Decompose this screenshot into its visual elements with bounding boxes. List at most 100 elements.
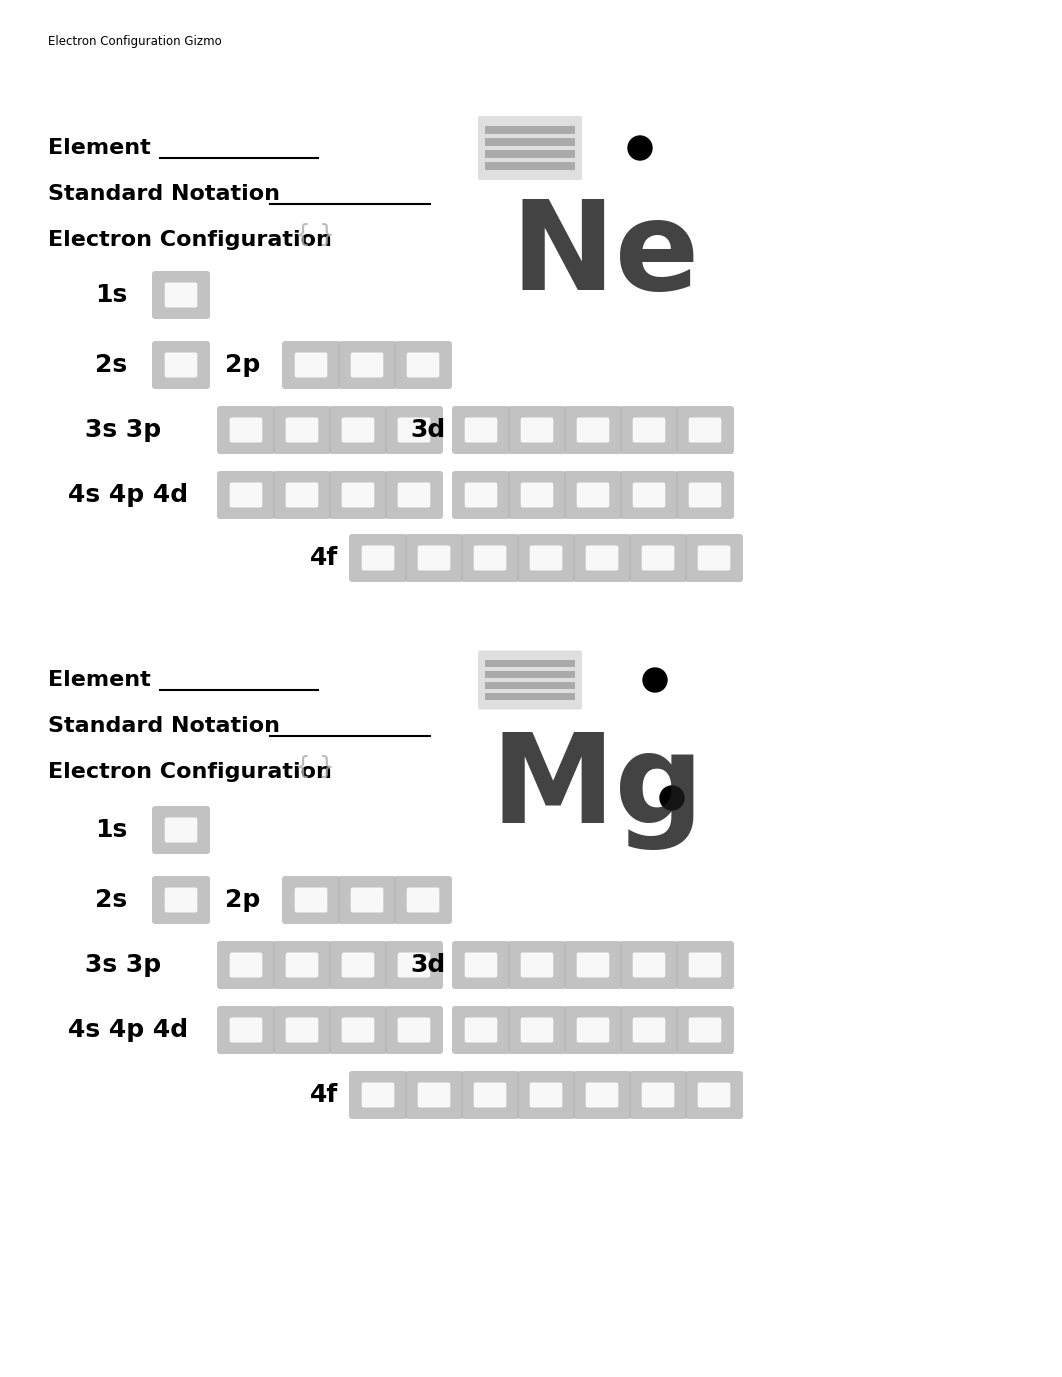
- FancyBboxPatch shape: [688, 953, 721, 978]
- FancyBboxPatch shape: [465, 417, 497, 442]
- FancyBboxPatch shape: [165, 282, 198, 307]
- FancyBboxPatch shape: [286, 482, 319, 508]
- FancyBboxPatch shape: [397, 953, 430, 978]
- FancyBboxPatch shape: [474, 545, 507, 570]
- FancyBboxPatch shape: [407, 888, 440, 913]
- FancyBboxPatch shape: [620, 940, 678, 989]
- Text: 4f: 4f: [310, 1082, 339, 1107]
- Text: 2s: 2s: [95, 888, 127, 912]
- Text: 4s 4p 4d: 4s 4p 4d: [68, 483, 188, 507]
- FancyBboxPatch shape: [349, 534, 407, 582]
- FancyBboxPatch shape: [362, 1082, 394, 1107]
- FancyBboxPatch shape: [633, 1018, 665, 1042]
- FancyBboxPatch shape: [350, 888, 383, 913]
- FancyBboxPatch shape: [273, 1007, 331, 1053]
- Text: { }: { }: [295, 223, 335, 246]
- FancyBboxPatch shape: [620, 1007, 678, 1053]
- FancyBboxPatch shape: [474, 1082, 507, 1107]
- FancyBboxPatch shape: [329, 940, 387, 989]
- FancyBboxPatch shape: [685, 534, 743, 582]
- Bar: [485, 682, 575, 688]
- FancyBboxPatch shape: [294, 353, 327, 377]
- FancyBboxPatch shape: [586, 1082, 618, 1107]
- FancyBboxPatch shape: [165, 888, 198, 913]
- FancyBboxPatch shape: [629, 534, 687, 582]
- Circle shape: [643, 668, 667, 693]
- Text: Electron Configuration: Electron Configuration: [48, 761, 331, 782]
- FancyBboxPatch shape: [577, 1018, 610, 1042]
- FancyBboxPatch shape: [217, 1007, 275, 1053]
- Text: 3d: 3d: [410, 419, 445, 442]
- FancyBboxPatch shape: [465, 953, 497, 978]
- FancyBboxPatch shape: [405, 534, 463, 582]
- FancyBboxPatch shape: [386, 406, 443, 454]
- Text: Standard Notation: Standard Notation: [48, 185, 280, 204]
- FancyBboxPatch shape: [465, 482, 497, 508]
- FancyBboxPatch shape: [698, 545, 731, 570]
- Bar: [485, 139, 575, 146]
- FancyBboxPatch shape: [564, 1007, 622, 1053]
- FancyBboxPatch shape: [530, 1082, 562, 1107]
- FancyBboxPatch shape: [286, 417, 319, 442]
- FancyBboxPatch shape: [452, 471, 510, 519]
- FancyBboxPatch shape: [478, 116, 582, 180]
- Text: 4s 4p 4d: 4s 4p 4d: [68, 1018, 188, 1042]
- FancyBboxPatch shape: [229, 1018, 262, 1042]
- FancyBboxPatch shape: [573, 1071, 631, 1120]
- FancyBboxPatch shape: [152, 271, 210, 319]
- Text: 3d: 3d: [410, 953, 445, 978]
- FancyBboxPatch shape: [329, 406, 387, 454]
- Bar: [485, 693, 575, 700]
- FancyBboxPatch shape: [282, 341, 340, 388]
- FancyBboxPatch shape: [685, 1071, 743, 1120]
- FancyBboxPatch shape: [152, 876, 210, 924]
- Text: Ne: Ne: [510, 194, 700, 315]
- FancyBboxPatch shape: [417, 545, 450, 570]
- Bar: [485, 127, 575, 134]
- Circle shape: [628, 136, 652, 160]
- FancyBboxPatch shape: [586, 545, 618, 570]
- FancyBboxPatch shape: [577, 953, 610, 978]
- FancyBboxPatch shape: [478, 650, 582, 709]
- Text: 3s 3p: 3s 3p: [85, 419, 161, 442]
- FancyBboxPatch shape: [633, 482, 665, 508]
- FancyBboxPatch shape: [676, 406, 734, 454]
- FancyBboxPatch shape: [629, 1071, 687, 1120]
- Bar: [485, 150, 575, 157]
- FancyBboxPatch shape: [397, 482, 430, 508]
- FancyBboxPatch shape: [394, 341, 452, 388]
- FancyBboxPatch shape: [229, 953, 262, 978]
- FancyBboxPatch shape: [386, 940, 443, 989]
- Text: 4f: 4f: [310, 547, 339, 570]
- FancyBboxPatch shape: [452, 406, 510, 454]
- FancyBboxPatch shape: [165, 353, 198, 377]
- FancyBboxPatch shape: [508, 940, 566, 989]
- FancyBboxPatch shape: [342, 482, 374, 508]
- FancyBboxPatch shape: [294, 888, 327, 913]
- FancyBboxPatch shape: [641, 545, 674, 570]
- FancyBboxPatch shape: [564, 406, 622, 454]
- Text: { }: { }: [295, 755, 335, 779]
- FancyBboxPatch shape: [417, 1082, 450, 1107]
- FancyBboxPatch shape: [676, 471, 734, 519]
- FancyBboxPatch shape: [564, 940, 622, 989]
- FancyBboxPatch shape: [407, 353, 440, 377]
- FancyBboxPatch shape: [282, 876, 340, 924]
- FancyBboxPatch shape: [329, 471, 387, 519]
- Text: 3s 3p: 3s 3p: [85, 953, 161, 978]
- FancyBboxPatch shape: [508, 1007, 566, 1053]
- FancyBboxPatch shape: [520, 1018, 553, 1042]
- FancyBboxPatch shape: [229, 417, 262, 442]
- FancyBboxPatch shape: [676, 1007, 734, 1053]
- FancyBboxPatch shape: [530, 545, 562, 570]
- FancyBboxPatch shape: [461, 534, 519, 582]
- FancyBboxPatch shape: [688, 1018, 721, 1042]
- FancyBboxPatch shape: [342, 953, 374, 978]
- FancyBboxPatch shape: [152, 341, 210, 388]
- Text: Electron Configuration: Electron Configuration: [48, 230, 331, 251]
- FancyBboxPatch shape: [386, 1007, 443, 1053]
- FancyBboxPatch shape: [217, 406, 275, 454]
- FancyBboxPatch shape: [152, 806, 210, 854]
- FancyBboxPatch shape: [286, 1018, 319, 1042]
- Bar: [485, 671, 575, 677]
